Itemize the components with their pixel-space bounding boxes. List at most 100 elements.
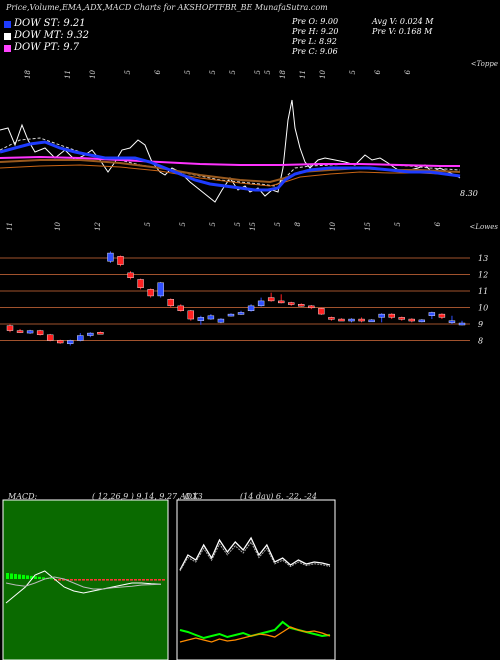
- bottom-volume-label: 5: [234, 221, 242, 226]
- bottom-volume-label: 12: [94, 221, 102, 230]
- top-volume-label: 6: [154, 69, 162, 74]
- macd-histogram-bar: [70, 579, 73, 581]
- candle-body: [338, 318, 345, 322]
- top-volume-label: 6: [404, 69, 412, 74]
- page-title: Price,Volume,EMA,ADX,MACD Charts for AKS…: [6, 3, 328, 12]
- candle-body: [227, 313, 235, 317]
- candle-body: [107, 252, 114, 262]
- top-volume-label: 5: [254, 69, 262, 74]
- candle-body: [26, 330, 34, 334]
- bottom-volume-label: 10: [54, 221, 62, 230]
- top-volume-label: 18: [279, 69, 287, 78]
- macd-histogram-bar: [58, 579, 61, 581]
- candle-body: [348, 318, 355, 322]
- top-volume-label: 5: [349, 69, 357, 74]
- macd-histogram-bar: [38, 576, 41, 579]
- macd-histogram-bar: [50, 578, 53, 580]
- legend-dow-st: DOW ST: 9.21: [14, 18, 86, 29]
- bottom-right-label: <Lowes: [470, 223, 499, 231]
- stat-avg-volume: Avg V: 0.024 M: [372, 17, 434, 26]
- bottom-volume-label: 10: [329, 221, 337, 230]
- adx-line: [179, 536, 331, 571]
- macd-histogram-bar: [54, 579, 57, 581]
- macd-histogram-bar: [10, 573, 13, 579]
- price-tick-label: 10: [478, 304, 488, 313]
- macd-histogram-bar: [46, 577, 49, 579]
- candle-body: [237, 312, 245, 315]
- top-volume-label: 5: [124, 69, 132, 74]
- candle-body: [127, 272, 134, 279]
- candle-body: [418, 319, 426, 323]
- candle-body: [358, 318, 365, 322]
- price-tick-label: 11: [478, 287, 488, 296]
- macd-histogram-bar: [146, 579, 149, 581]
- top-volume-label: 10: [89, 69, 97, 78]
- legend-swatch-st: [4, 21, 11, 28]
- dow-pt-line: [0, 155, 460, 167]
- candle-body: [187, 310, 195, 320]
- stat-prev-high: Pre H: 9.20: [292, 27, 339, 36]
- macd-histogram-bar: [86, 579, 89, 581]
- macd-signal-line: [5, 576, 162, 590]
- candle-body: [57, 340, 64, 344]
- macd-line: [5, 570, 162, 604]
- price-tick-label: 13: [478, 254, 488, 263]
- bottom-volume-label: 15: [364, 221, 372, 230]
- candle-body: [378, 313, 385, 318]
- macd-histogram-bar: [98, 579, 101, 581]
- candle-body: [318, 308, 325, 315]
- macd-histogram-bar: [126, 579, 129, 581]
- legend-swatch-mt: [4, 33, 11, 40]
- stat-prev-volume: Pre V: 0.168 M: [372, 27, 433, 36]
- candle-body: [298, 304, 305, 307]
- macd-histogram-bar: [42, 577, 45, 579]
- top-right-label: <Toppe: [471, 60, 498, 68]
- bottom-volume-label: 8: [294, 221, 302, 226]
- top-volume-label: 6: [374, 69, 382, 74]
- macd-histogram-bar: [74, 579, 77, 581]
- macd-histogram-bar: [162, 579, 165, 581]
- macd-histogram-bar: [14, 573, 17, 579]
- macd-histogram-bar: [22, 574, 25, 579]
- bottom-volume-label: 6: [434, 221, 442, 226]
- adx-plus-di-line: [179, 620, 331, 640]
- candle-body: [288, 302, 295, 305]
- macd-histogram-bar: [82, 579, 85, 581]
- macd-histogram-bar: [18, 574, 21, 579]
- top-volume-label: 11: [64, 70, 72, 79]
- macd-histogram-bar: [66, 579, 69, 581]
- macd-histogram-bar: [158, 579, 161, 581]
- macd-title: MACD:: [8, 492, 38, 501]
- stat-prev-close: Pre C: 9.06: [292, 47, 338, 56]
- adx-title: ADX: [180, 492, 198, 501]
- ema-line-orange: [0, 164, 461, 187]
- candle-body: [217, 318, 225, 323]
- candle-body: [398, 317, 405, 320]
- legend-dow-mt: DOW MT: 9.32: [14, 30, 90, 41]
- macd-histogram-bar: [114, 579, 117, 581]
- dow-st-line: [0, 140, 461, 192]
- candle-body: [328, 317, 335, 320]
- stat-prev-low: Pre L: 8.92: [292, 37, 337, 46]
- adx-line-shadow: [179, 541, 331, 572]
- adx-panel-bg: [176, 499, 336, 660]
- candle-body: [97, 332, 104, 335]
- price-tick-label: 9: [478, 320, 483, 329]
- bottom-volume-label: 5: [394, 221, 402, 226]
- top-volume-label: 5: [264, 69, 272, 74]
- macd-histogram-bar: [134, 579, 137, 581]
- candle-body: [257, 300, 265, 307]
- macd-histogram-bar: [106, 579, 109, 581]
- macd-histogram-bar: [90, 579, 93, 581]
- top-volume-label: 5: [184, 69, 192, 74]
- macd-histogram-bar: [62, 579, 65, 581]
- top-volume-label: 18: [24, 69, 32, 78]
- bottom-volume-label: 5: [179, 221, 187, 226]
- top-volume-label: 10: [319, 69, 327, 78]
- macd-histogram-bar: [122, 579, 125, 581]
- top-volume-label: 5: [229, 69, 237, 74]
- macd-histogram-bar: [34, 576, 37, 579]
- candle-body: [368, 319, 375, 323]
